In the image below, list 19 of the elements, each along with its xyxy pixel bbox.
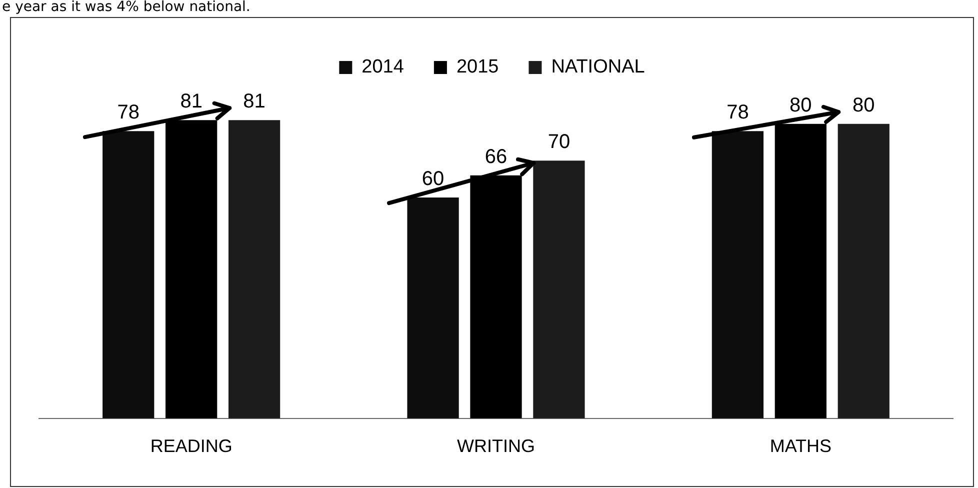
bar [228, 120, 280, 418]
data-label: 60 [422, 168, 444, 190]
data-label: 78 [117, 102, 140, 124]
data-label: 78 [726, 102, 749, 124]
data-label: 80 [852, 94, 875, 116]
legend-label: NATIONAL [551, 56, 645, 78]
bar [838, 124, 890, 418]
bar [533, 160, 585, 418]
text: e year as it was 4% below national. [2, 0, 250, 15]
data-label: 81 [243, 90, 266, 113]
x-tick-label: MATHS [770, 436, 832, 456]
data-label: 80 [790, 94, 812, 116]
data-label: 66 [484, 146, 508, 168]
x-tick-label: READING [150, 436, 232, 456]
legend-label: 2014 [362, 56, 404, 78]
data-label: 81 [180, 90, 202, 113]
data-label: 70 [548, 131, 570, 154]
x-tick-label: WRITING [457, 436, 535, 456]
legend-label: 2015 [456, 56, 499, 78]
